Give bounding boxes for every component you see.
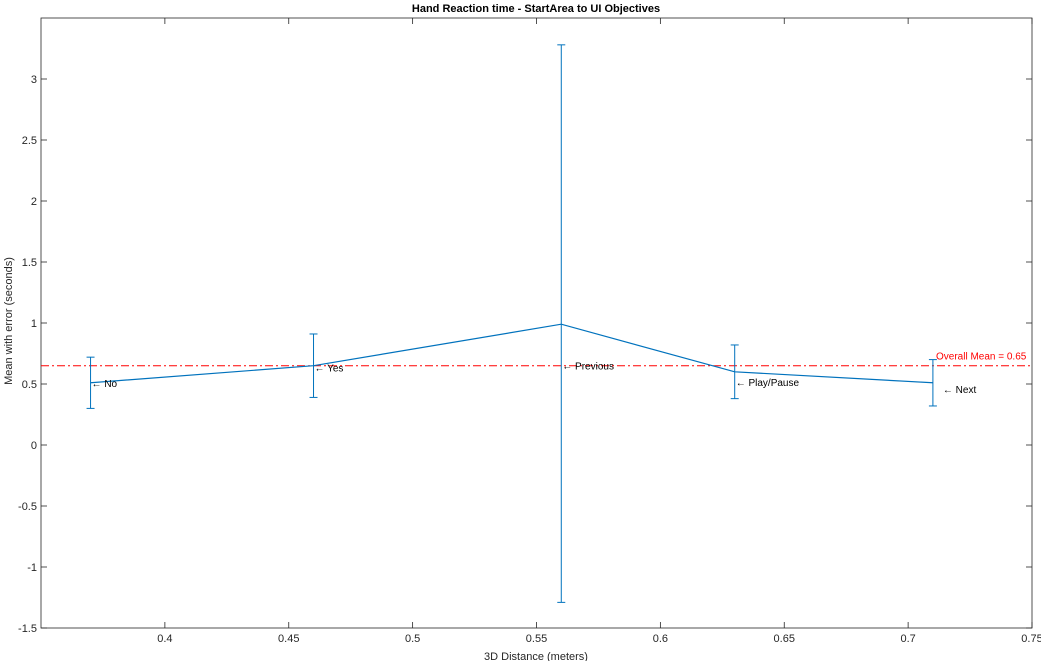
x-tick-label: 0.65: [774, 633, 795, 645]
y-tick-label: 2: [31, 196, 37, 208]
overall-mean-label: Overall Mean = 0.65: [936, 352, 1027, 363]
y-tick-label: -0.5: [18, 501, 37, 513]
x-tick-label: 0.55: [526, 633, 547, 645]
y-tick-label: 3: [31, 74, 37, 86]
y-tick-label: 0: [31, 440, 37, 452]
y-tick-label: 1.5: [22, 257, 37, 269]
y-axis-title: Mean with error (seconds): [3, 257, 15, 385]
data-point-label: ← Yes: [315, 364, 344, 375]
x-axis-title: 3D Distance (meters): [484, 651, 588, 661]
y-tick-label: -1: [27, 562, 37, 574]
y-tick-label: 0.5: [22, 379, 37, 391]
x-tick-label: 0.45: [278, 633, 299, 645]
y-tick-label: -1.5: [18, 623, 37, 635]
y-tick-label: 2.5: [22, 135, 37, 147]
data-point-label: ← Previous: [562, 362, 614, 373]
x-tick-label: 0.6: [653, 633, 668, 645]
data-point-label: ← Next: [943, 385, 977, 396]
plot-box: [40, 17, 1033, 629]
data-point-label: ← Play/Pause: [736, 378, 800, 389]
data-point-label: ← No: [92, 379, 118, 390]
plot-area: 0.4 0.45 0.5 0.55 0.6 0.65 0.7 0.75 -1.5 -1 -0.5 0 0…: [18, 17, 1041, 645]
x-tick-label: 0.75: [1021, 633, 1041, 645]
series-line: [90, 323, 933, 384]
x-tick-label: 0.4: [157, 633, 172, 645]
y-tick-label: 1: [31, 318, 37, 330]
chart-title: Hand Reaction time - StartArea to UI Obj…: [412, 3, 660, 15]
x-tick-label: 0.7: [900, 633, 915, 645]
x-tick-label: 0.5: [405, 633, 420, 645]
